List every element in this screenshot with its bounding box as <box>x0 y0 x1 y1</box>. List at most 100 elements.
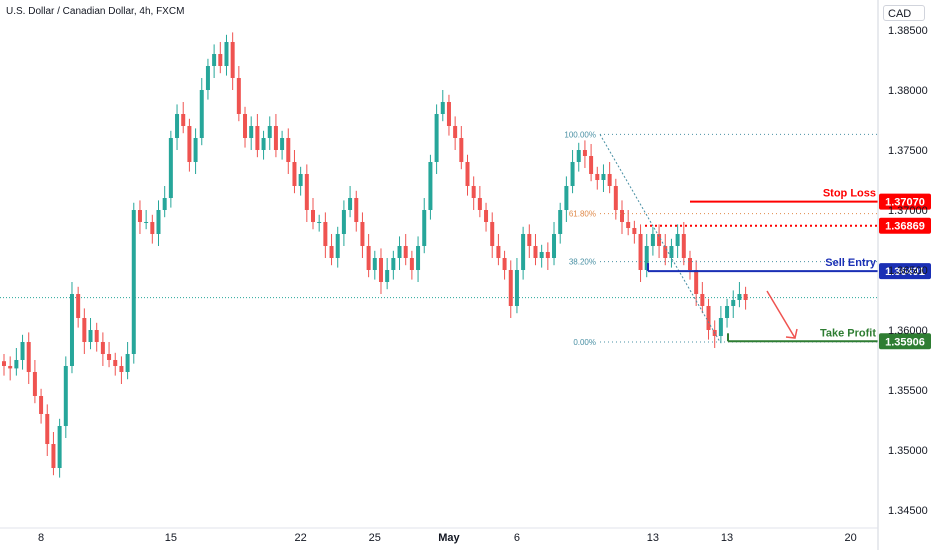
trade-level-label: Sell Entry <box>825 257 877 269</box>
candle-body <box>620 210 624 222</box>
candle-body <box>341 210 346 234</box>
y-tick-label: 1.34500 <box>888 505 928 517</box>
x-tick-label: 13 <box>721 532 733 544</box>
price-tag-value: 1.37070 <box>885 197 925 209</box>
candle-body <box>181 114 186 126</box>
candle-body <box>409 258 414 270</box>
candle-body <box>681 234 686 258</box>
time-axis: 8 15 22 25 May 6 13 13 20 <box>38 532 857 544</box>
x-tick-label: 15 <box>165 532 177 544</box>
candle-body <box>113 360 118 366</box>
candle-body <box>26 342 31 372</box>
candle-body <box>267 126 272 138</box>
y-tick-label: 1.36000 <box>888 325 928 337</box>
candle-body <box>69 294 74 366</box>
candle-body <box>243 114 248 138</box>
candle-body <box>743 294 748 300</box>
price-tag <box>879 217 931 234</box>
candle-body <box>88 330 93 342</box>
y-tick-label: 1.38500 <box>888 25 928 37</box>
candles <box>2 32 748 478</box>
price-tag-value: 1.35906 <box>885 336 925 348</box>
trade-level-label: Stop Loss <box>823 188 876 200</box>
candle-body <box>706 306 711 330</box>
candle-body <box>601 174 606 180</box>
x-tick-label: 6 <box>514 532 520 544</box>
candle-body <box>193 138 198 162</box>
candle-body <box>403 246 408 258</box>
candle-body <box>725 306 730 318</box>
trade-level-label: Take Profit <box>820 327 876 339</box>
candle-body <box>273 126 278 150</box>
candle-body <box>570 162 575 186</box>
candle-body <box>311 210 315 222</box>
price-axis: 1.38500 1.38000 1.37500 1.37000 1.36500 1.360… <box>888 25 928 517</box>
candle-body <box>453 126 458 138</box>
candle-body <box>564 186 569 210</box>
candle-body <box>378 258 383 282</box>
candle-body <box>422 210 427 246</box>
candle-body <box>428 162 433 210</box>
candle-body <box>657 234 662 246</box>
candle-body <box>131 210 136 354</box>
candle-body <box>576 150 581 162</box>
candle-body <box>372 258 377 270</box>
candle-body <box>261 138 266 150</box>
candle-body <box>8 366 13 369</box>
fib-level-label: 0.00% <box>573 338 596 347</box>
candle-body <box>304 174 309 210</box>
candle-body <box>82 318 87 342</box>
candle-body <box>694 270 699 294</box>
candle-body <box>582 150 587 156</box>
candle-body <box>39 396 44 414</box>
candle-body <box>484 210 489 222</box>
fib-level-label: 100.00% <box>564 130 596 139</box>
x-tick-label: 22 <box>295 532 307 544</box>
price-tag-value: 1.36869 <box>885 221 925 233</box>
price-tag <box>879 333 931 350</box>
y-tick-label: 1.37500 <box>888 145 928 157</box>
candle-body <box>675 234 680 246</box>
y-tick-label: 1.37000 <box>888 205 928 217</box>
candle-body <box>199 90 204 138</box>
candle-body <box>632 228 637 234</box>
candle-body <box>348 198 353 210</box>
price-tag <box>879 193 931 210</box>
fib-level-label: 38.20% <box>569 258 596 267</box>
candle-body <box>175 114 180 138</box>
candle-body <box>100 342 105 354</box>
candle-body <box>255 126 260 150</box>
currency-selector[interactable]: CAD <box>883 5 925 21</box>
candle-body <box>156 210 161 234</box>
down-arrow-icon <box>766 290 796 339</box>
candle-body <box>57 426 62 468</box>
y-tick-label: 1.36500 <box>888 265 928 277</box>
candle-body <box>168 138 173 198</box>
candle-body <box>292 162 297 186</box>
candle-body <box>446 102 451 126</box>
candle-body <box>663 246 668 258</box>
candle-body <box>650 234 655 246</box>
candle-body <box>391 258 396 270</box>
candle-body <box>335 234 340 258</box>
candle-body <box>45 414 50 444</box>
fibonacci-retracement: 100.00% 61.80% 38.20% 0.00% <box>564 130 878 347</box>
x-tick-label: 13 <box>647 532 659 544</box>
candle-body <box>521 234 526 270</box>
price-tag-value: 1.36491 <box>885 266 925 278</box>
candle-body <box>76 294 81 318</box>
candle-body <box>502 258 507 270</box>
x-tick-label: 25 <box>369 532 381 544</box>
candle-body <box>434 114 439 162</box>
candle-body <box>360 222 365 246</box>
trade-levels: Stop Loss 1.37070 1.36869 Sell Entry 1.36491… <box>645 188 931 350</box>
candle-body <box>94 330 99 342</box>
y-tick-label: 1.38000 <box>888 85 928 97</box>
candle-body <box>236 78 241 114</box>
candle-body <box>14 360 19 369</box>
candle-body <box>224 42 229 66</box>
candle-body <box>137 210 142 222</box>
candle-body <box>471 186 476 198</box>
candle-body <box>558 210 563 234</box>
